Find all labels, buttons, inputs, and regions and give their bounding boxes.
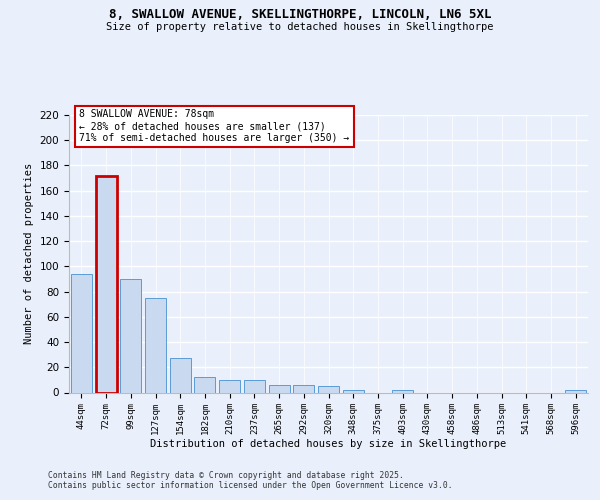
Bar [343, 390, 364, 392]
Bar [95, 176, 116, 392]
X-axis label: Distribution of detached houses by size in Skellingthorpe: Distribution of detached houses by size … [151, 438, 506, 448]
Bar [219, 380, 240, 392]
Bar [565, 390, 586, 392]
Text: Size of property relative to detached houses in Skellingthorpe: Size of property relative to detached ho… [106, 22, 494, 32]
Y-axis label: Number of detached properties: Number of detached properties [24, 163, 34, 344]
Text: Contains HM Land Registry data © Crown copyright and database right 2025.
Contai: Contains HM Land Registry data © Crown c… [48, 470, 452, 490]
Bar [293, 385, 314, 392]
Bar [269, 385, 290, 392]
Bar [170, 358, 191, 392]
Bar [71, 274, 92, 392]
Bar [194, 378, 215, 392]
Bar [145, 298, 166, 392]
Bar [244, 380, 265, 392]
Bar [318, 386, 339, 392]
Bar [392, 390, 413, 392]
Text: 8, SWALLOW AVENUE, SKELLINGTHORPE, LINCOLN, LN6 5XL: 8, SWALLOW AVENUE, SKELLINGTHORPE, LINCO… [109, 8, 491, 20]
Text: 8 SWALLOW AVENUE: 78sqm
← 28% of detached houses are smaller (137)
71% of semi-d: 8 SWALLOW AVENUE: 78sqm ← 28% of detache… [79, 110, 350, 142]
Bar [120, 279, 141, 392]
